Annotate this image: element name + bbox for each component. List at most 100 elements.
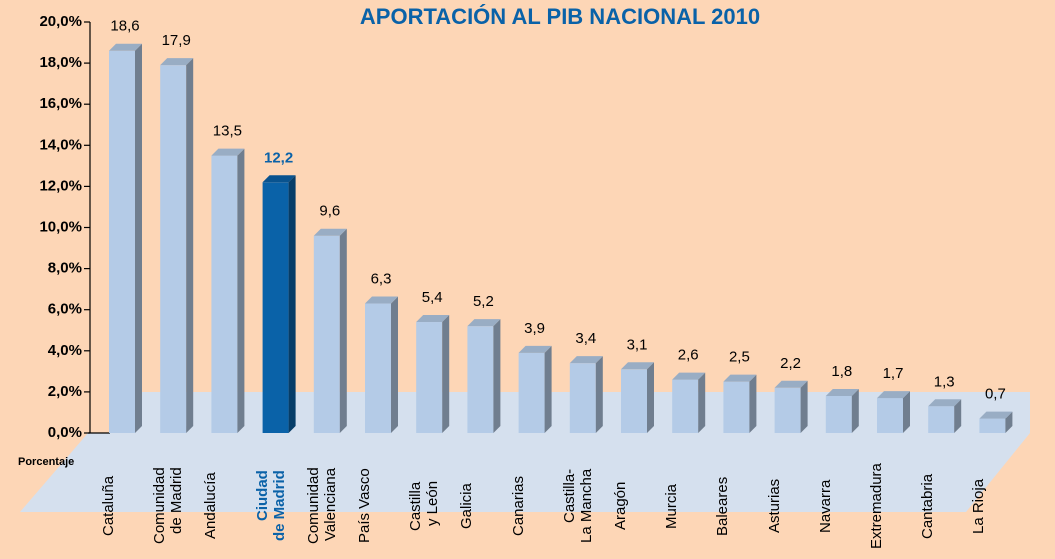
value-label: 5,4 [422, 289, 443, 306]
bar [928, 399, 962, 433]
value-label: 1,3 [934, 373, 955, 390]
x-tick-label: Extremadura [868, 463, 885, 549]
x-tick-label: Baleares [714, 476, 732, 536]
x-tick-label: La Rioja [970, 478, 988, 534]
bar-side [544, 345, 552, 433]
value-label: 2,2 [780, 355, 801, 372]
bar-top [416, 315, 450, 323]
value-label: 6,3 [371, 271, 392, 288]
bar-top [467, 319, 501, 327]
bar-front [416, 322, 443, 433]
chart-title: APORTACIÓN AL PIB NACIONAL 2010 [360, 4, 760, 29]
bar-front [672, 379, 699, 433]
y-tick-label: 18,0% [39, 54, 82, 71]
bar-front [211, 155, 238, 433]
bar [262, 175, 296, 434]
x-tick-label: Andalucía [202, 472, 220, 540]
bar-side [288, 175, 296, 434]
x-tick-label: Comunidad Valenciana [304, 467, 339, 545]
bar-side [493, 319, 501, 433]
bar-front [109, 50, 135, 434]
y-tick-label: 10,0% [39, 218, 82, 235]
value-label: 3,9 [524, 320, 545, 337]
bar-top [211, 148, 245, 156]
value-label: 2,6 [678, 347, 699, 364]
y-tick-label: 14,0% [39, 136, 82, 153]
value-label: 3,4 [575, 330, 596, 347]
bar [518, 345, 552, 433]
bar-side [442, 315, 450, 433]
x-tick-label: Murcia [663, 483, 681, 529]
x-tick-label: Canarias [509, 475, 527, 537]
x-tick-label: Aragón [612, 481, 629, 531]
bar [621, 362, 654, 433]
y-tick-label: 6,0% [48, 301, 82, 318]
value-label: 5,2 [473, 293, 494, 310]
bar-front [774, 387, 801, 433]
bar-side [391, 296, 398, 433]
y-tick-label: 8,0% [48, 260, 82, 277]
value-label: 17,9 [162, 32, 191, 49]
bar-side [851, 389, 859, 433]
bar-side [749, 374, 757, 433]
bar-top [518, 345, 552, 353]
bar-top [109, 43, 142, 51]
x-tick-label: Comunidad de Madrid [151, 467, 186, 545]
y-tick-label: 4,0% [48, 342, 82, 359]
bar-top [825, 389, 859, 397]
bar-side [903, 391, 910, 433]
bar-front [365, 303, 391, 433]
value-label: 9,6 [319, 203, 340, 220]
bar-top [928, 399, 962, 407]
y-tick-label: 16,0% [39, 95, 82, 112]
bar [416, 315, 450, 433]
bar [723, 374, 757, 433]
y-tick-label: 2,0% [48, 383, 82, 400]
bar-front [979, 418, 1006, 433]
bar-front [467, 326, 494, 433]
y-axis-label: Porcentaje [18, 456, 74, 468]
bar-side [595, 356, 603, 433]
x-tick-label: Cantabria [919, 473, 937, 539]
bar-front [877, 398, 903, 433]
y-tick-label: 20,0% [39, 13, 82, 30]
bar [160, 58, 194, 433]
bar [313, 228, 347, 433]
x-tick-label: Galicia [458, 483, 476, 529]
bar-front [928, 406, 955, 433]
bar-top [262, 175, 296, 183]
bar-side [800, 380, 808, 433]
bar-side [954, 399, 962, 433]
bar-top [774, 380, 808, 388]
bar-side [186, 58, 194, 433]
x-tick-label: Castilla y León [407, 481, 442, 531]
bar-top [723, 374, 757, 382]
bar-top [877, 391, 910, 399]
bar-front [262, 182, 289, 433]
value-label: 1,8 [831, 363, 852, 380]
value-label: 12,2 [264, 149, 293, 166]
bar-front [569, 363, 596, 433]
bar-side [647, 362, 654, 433]
bar-top [160, 58, 194, 66]
y-tick-label: 12,0% [39, 177, 82, 194]
bar-side [237, 148, 245, 433]
bar-side [339, 228, 347, 433]
value-label: 3,1 [627, 336, 648, 353]
bar [211, 148, 245, 433]
bar [825, 389, 859, 433]
x-tick-label: Asturias [765, 478, 783, 534]
bar [979, 411, 1013, 433]
bar-top [569, 356, 603, 364]
y-tick-label: 0,0% [48, 424, 82, 441]
value-label: 1,7 [883, 365, 904, 382]
value-label: 18,6 [110, 18, 139, 35]
bar-side [1005, 411, 1013, 433]
bar-front [518, 352, 545, 433]
bar [365, 296, 398, 433]
bar-front [723, 381, 750, 433]
bar-front [313, 235, 340, 433]
value-label: 0,7 [985, 386, 1006, 403]
bar [569, 356, 603, 433]
